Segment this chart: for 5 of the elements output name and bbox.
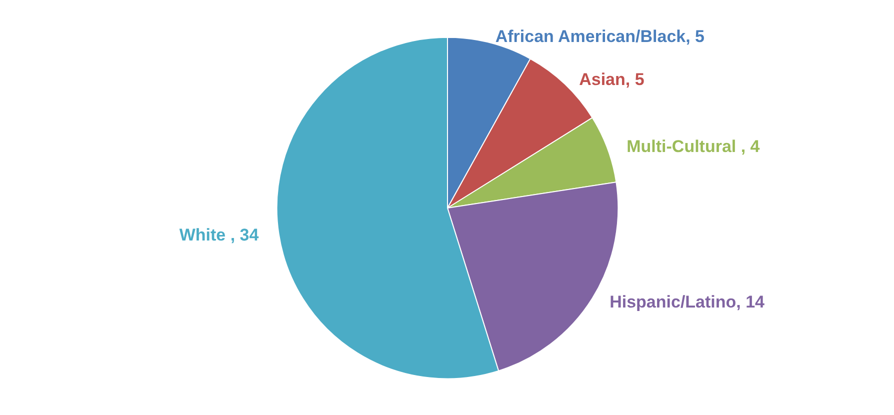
slice-label: Multi-Cultural , 4 (626, 136, 760, 156)
slice-label: Hispanic/Latino, 14 (610, 292, 766, 312)
slice-label: African American/Black, 5 (495, 26, 705, 46)
slice-label: White , 34 (179, 225, 260, 244)
slice-label: Asian, 5 (579, 70, 644, 89)
